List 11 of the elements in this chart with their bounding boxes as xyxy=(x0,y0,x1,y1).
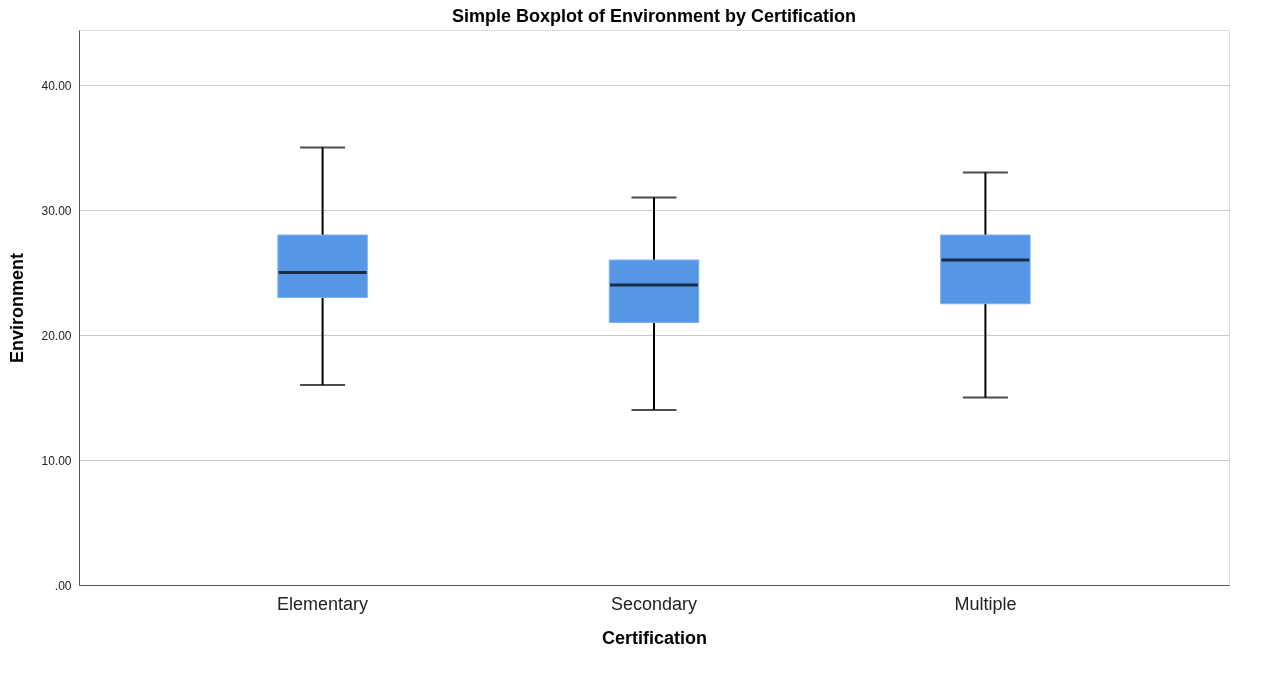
y-tick-label: 10.00 xyxy=(41,453,72,468)
y-tick-label: .00 xyxy=(54,578,72,593)
x-tick-label: Secondary xyxy=(610,593,698,614)
x-axis-title: Certification xyxy=(601,627,708,648)
y-axis-title: Environment xyxy=(7,252,28,364)
x-tick-label: Elementary xyxy=(277,593,369,614)
y-tick-label: 20.00 xyxy=(41,328,72,343)
chart-title: Simple Boxplot of Environment by Certification xyxy=(451,6,857,26)
y-tick-label: 30.00 xyxy=(41,203,72,218)
x-tick-label: Multiple xyxy=(954,593,1017,614)
y-tick-label: 40.00 xyxy=(41,78,72,93)
